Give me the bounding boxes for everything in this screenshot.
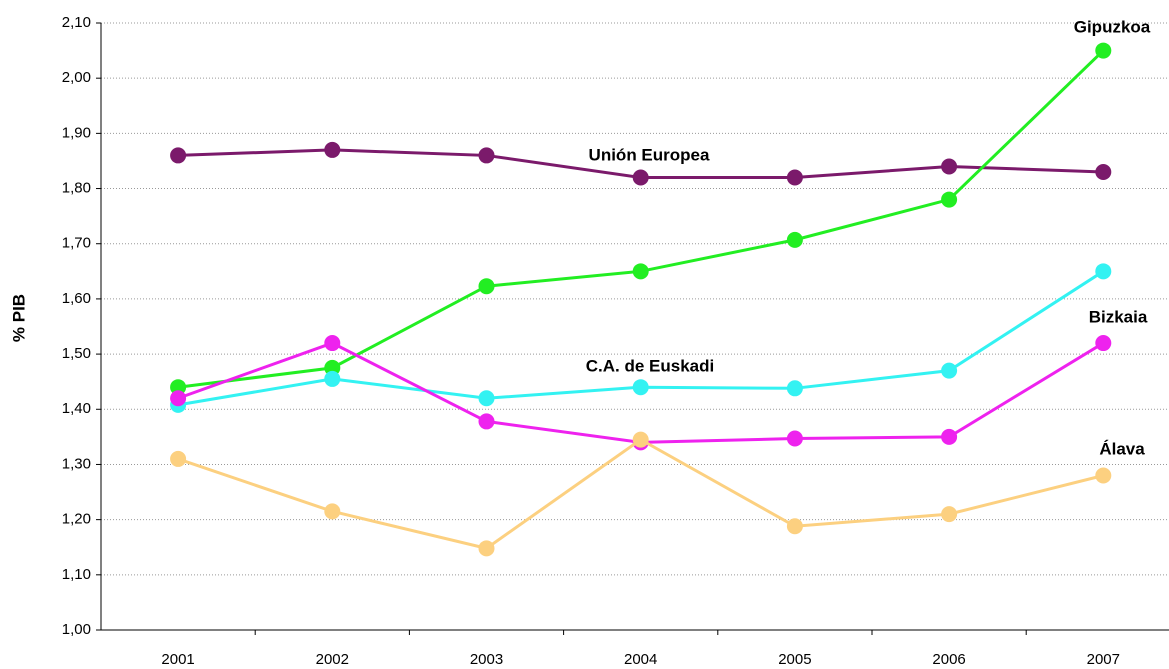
- data-point: [324, 359, 341, 376]
- data-point: [324, 503, 341, 520]
- data-point: [941, 191, 958, 208]
- data-point: [324, 141, 341, 158]
- y-tick-label: 1,70: [62, 235, 91, 252]
- y-tick-label: 1,30: [62, 455, 91, 472]
- data-point: [478, 390, 495, 407]
- y-tick-label: 2,10: [62, 14, 91, 31]
- data-point: [786, 380, 803, 397]
- y-tick-label: 1,10: [62, 566, 91, 583]
- data-point: [324, 335, 341, 352]
- x-tick-label: 2001: [161, 651, 194, 668]
- data-point: [1095, 42, 1112, 59]
- data-point: [941, 506, 958, 523]
- data-point: [941, 362, 958, 379]
- series-label: Gipuzkoa: [1074, 17, 1151, 36]
- y-tick-label: 1,60: [62, 290, 91, 307]
- y-tick-label: 1,00: [62, 621, 91, 638]
- data-point: [632, 431, 649, 448]
- x-tick-label: 2003: [470, 651, 503, 668]
- data-point: [632, 263, 649, 280]
- y-axis-label: % PIB: [9, 294, 28, 342]
- series-label: C.A. de Euskadi: [586, 356, 714, 375]
- data-point: [632, 379, 649, 396]
- data-point: [478, 413, 495, 430]
- data-point: [632, 169, 649, 186]
- series-line: [177, 437, 1104, 550]
- data-point: [478, 147, 495, 164]
- data-point: [1095, 467, 1112, 484]
- data-point: [1095, 263, 1112, 280]
- series-line: [177, 49, 1105, 389]
- y-tick-label: 1,80: [62, 180, 91, 197]
- data-point: [170, 147, 187, 164]
- data-point: [170, 379, 187, 396]
- x-tick-label: 2002: [316, 651, 349, 668]
- y-tick-label: 1,90: [62, 124, 91, 141]
- data-point: [1095, 163, 1112, 180]
- data-point: [786, 430, 803, 447]
- data-point: [170, 390, 187, 407]
- x-tick-label: 2006: [932, 651, 965, 668]
- data-point: [1095, 335, 1112, 352]
- data-point: [478, 540, 495, 557]
- data-point: [786, 169, 803, 186]
- y-tick-label: 1,20: [62, 511, 91, 528]
- data-point: [786, 518, 803, 535]
- data-point: [478, 278, 495, 295]
- series-label: Unión Europea: [589, 145, 710, 164]
- x-tick-label: 2007: [1087, 651, 1120, 668]
- data-point: [941, 158, 958, 175]
- x-tick-label: 2004: [624, 651, 657, 668]
- data-point: [941, 428, 958, 445]
- data-point: [324, 370, 341, 387]
- data-point: [786, 231, 803, 248]
- series-label: Álava: [1099, 439, 1145, 458]
- y-tick-label: 1,50: [62, 345, 91, 362]
- series-label: Bizkaia: [1089, 307, 1148, 326]
- x-tick-label: 2005: [778, 651, 811, 668]
- y-tick-label: 1,40: [62, 400, 91, 417]
- y-tick-label: 2,00: [62, 69, 91, 86]
- data-point: [170, 450, 187, 467]
